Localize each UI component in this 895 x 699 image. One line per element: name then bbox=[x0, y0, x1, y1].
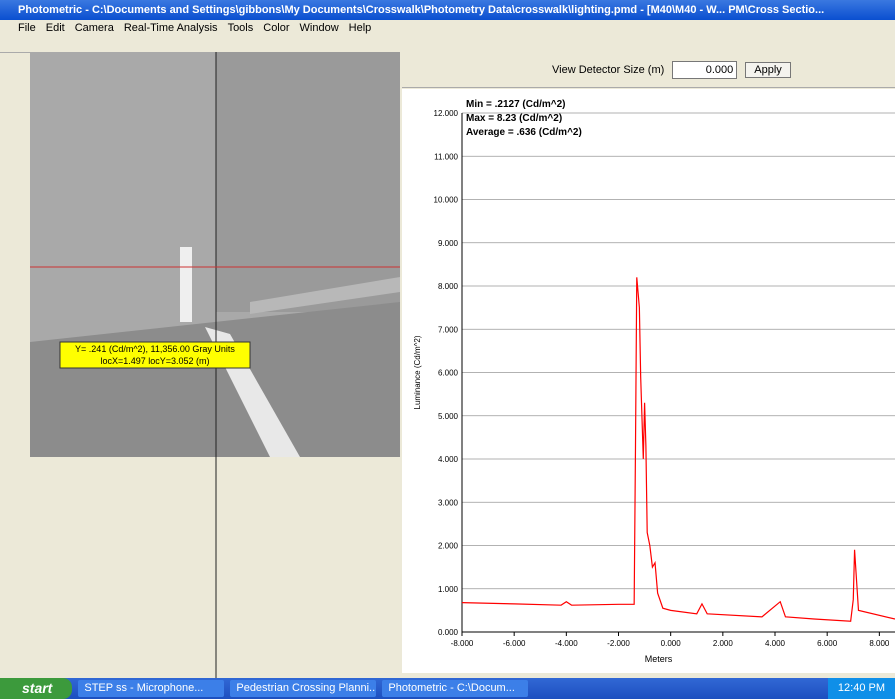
menu-item[interactable]: Real-Time Analysis bbox=[124, 20, 218, 36]
image-toolbar bbox=[0, 36, 400, 53]
start-button[interactable]: start bbox=[0, 678, 72, 699]
x-axis-label: Meters bbox=[645, 654, 673, 664]
y-tick-label: 1.000 bbox=[438, 585, 459, 594]
y-tick-label: 8.000 bbox=[438, 282, 459, 291]
pedestrian bbox=[180, 247, 192, 322]
image-background bbox=[216, 52, 400, 312]
annotation: Max = 8.23 (Cd/m^2) bbox=[466, 113, 562, 124]
x-tick-label: -8.000 bbox=[451, 639, 474, 648]
menu-item[interactable]: Window bbox=[300, 20, 339, 36]
detector-input[interactable]: 0.000 bbox=[672, 61, 737, 79]
y-tick-label: 5.000 bbox=[438, 412, 459, 421]
window-title: Photometric - C:\Documents and Settings\… bbox=[0, 0, 895, 20]
x-tick-label: 6.000 bbox=[817, 639, 838, 648]
readout-line: Y= .241 (Cd/m^2), 11,356.00 Gray Units bbox=[75, 344, 235, 354]
x-tick-label: -6.000 bbox=[503, 639, 526, 648]
clock: 12:40 PM bbox=[828, 678, 895, 699]
y-tick-label: 11.000 bbox=[434, 152, 458, 161]
chart-toolbar: View Detector Size (m) 0.000 Apply bbox=[402, 52, 895, 88]
y-tick-label: 6.000 bbox=[438, 369, 459, 378]
y-tick-label: 7.000 bbox=[438, 325, 459, 334]
y-tick-label: 3.000 bbox=[438, 498, 459, 507]
readout-line: locX=1.497 locY=3.052 (m) bbox=[100, 356, 209, 366]
x-tick-label: 4.000 bbox=[765, 639, 786, 648]
taskbar: start STEP ss - Microphone... Pedestrian… bbox=[0, 678, 895, 699]
x-tick-label: 0.000 bbox=[661, 639, 682, 648]
annotation: Min = .2127 (Cd/m^2) bbox=[466, 99, 565, 110]
x-tick-label: -4.000 bbox=[555, 639, 578, 648]
menu-item[interactable]: Tools bbox=[228, 20, 254, 36]
task-button[interactable]: Pedestrian Crossing Planni... bbox=[230, 680, 376, 697]
y-tick-label: 2.000 bbox=[438, 542, 459, 551]
y-tick-label: 10.000 bbox=[434, 196, 459, 205]
menu-item[interactable]: Edit bbox=[46, 20, 65, 36]
task-button[interactable]: STEP ss - Microphone... bbox=[78, 680, 224, 697]
y-tick-label: 12.000 bbox=[434, 109, 459, 118]
task-button[interactable]: Photometric - C:\Docum... bbox=[382, 680, 528, 697]
chart: 0.000 1.000 2.000 3.000 4.000 5.000 6.000 7.000… bbox=[402, 89, 895, 673]
menu-bar: File Edit Camera Real-Time Analysis Tool… bbox=[0, 20, 895, 36]
x-tick-label: -2.000 bbox=[607, 639, 630, 648]
screen: Photometric - C:\Documents and Settings\… bbox=[0, 0, 895, 699]
menu-item[interactable]: Help bbox=[349, 20, 372, 36]
y-axis-label: Luminance (Cd/m^2) bbox=[413, 335, 422, 409]
detector-label: View Detector Size (m) bbox=[552, 64, 664, 76]
annotation: Average = .636 (Cd/m^2) bbox=[466, 127, 582, 138]
x-tick-label: 2.000 bbox=[713, 639, 734, 648]
menu-item[interactable]: File bbox=[18, 20, 36, 36]
y-tick-label: 0.000 bbox=[438, 628, 459, 637]
y-tick-label: 9.000 bbox=[438, 239, 459, 248]
x-tick-label: 8.000 bbox=[869, 639, 890, 648]
image-pane: Y= .241 (Cd/m^2), 11,356.00 Gray Units l… bbox=[0, 52, 400, 678]
y-tick-label: 4.000 bbox=[438, 455, 459, 464]
apply-button[interactable]: Apply bbox=[745, 62, 791, 78]
menu-item[interactable]: Camera bbox=[75, 20, 114, 36]
menu-item[interactable]: Color bbox=[263, 20, 289, 36]
